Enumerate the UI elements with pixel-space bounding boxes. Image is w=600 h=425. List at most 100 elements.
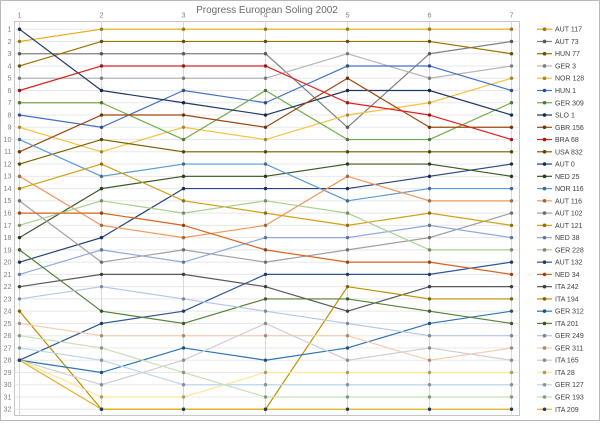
series-marker-ger-228 [345,211,350,215]
x-axis-tick-label: 2 [100,11,104,20]
series-marker-ned-25 [345,162,350,166]
series-marker-ned-38 [99,248,104,252]
series-marker-aut-73 [17,52,22,56]
series-marker-ger-311 [17,321,22,326]
series-marker-aut-116 [181,235,186,240]
legend-item-label: GER 309 [555,100,584,107]
legend-marker [542,150,547,154]
legend-marker [542,297,547,301]
y-axis-tick-label: 11 [4,147,11,156]
series-marker-ger-228 [181,211,186,215]
series-marker-aut-0 [181,186,186,191]
series-marker-ita-209 [345,407,350,411]
series-marker-ger-249 [181,297,186,301]
series-marker-gbr-156 [99,113,104,117]
series-marker-ned-38 [263,235,268,240]
legend-marker [542,88,547,93]
legend-item-label: GER 193 [555,395,584,402]
series-marker-ita-194 [345,284,350,289]
series-marker-ned-34 [509,272,514,277]
legend-item-label: GBR 156 [555,125,584,132]
y-axis-tick-label: 1 [8,25,12,34]
y-axis-tick-label: 32 [4,405,12,414]
x-axis-tick-label: 6 [428,11,432,20]
y-axis-tick-label: 28 [4,356,12,365]
series-marker-nor-128 [509,76,514,80]
series-marker-aut-117 [345,27,350,31]
series-marker-aut-121 [17,186,22,191]
series-marker-gbr-156 [345,76,350,80]
series-marker-ger-228 [17,223,22,228]
series-marker-aut-117 [181,27,186,31]
series-marker-hun-77 [263,39,268,44]
y-axis-tick-label: 19 [4,245,12,254]
x-axis-tick-label: 7 [510,11,514,20]
legend-item-label: GER 249 [555,333,584,340]
series-marker-gbr-156 [427,125,432,129]
legend-marker [542,211,547,215]
legend-item-label: USA 832 [555,149,583,156]
series-marker-aut-117 [99,27,104,31]
series-marker-ita-165 [345,358,350,362]
series-marker-ger-311 [99,334,104,338]
series-marker-usa-832 [181,150,186,154]
series-marker-aut-132 [181,309,186,313]
series-marker-ger-312 [427,321,432,326]
series-marker-aut-132 [345,272,350,277]
legend-item-label: GER 228 [555,247,584,254]
series-marker-ned-38 [17,272,22,277]
series-marker-ita-194 [509,297,514,301]
series-marker-ger-311 [181,334,186,338]
series-marker-ger-312 [345,346,350,350]
y-axis-tick-label: 17 [4,221,12,230]
y-axis-tick-label: 2 [8,37,12,46]
series-marker-ger-127 [263,383,268,387]
series-marker-ger-249 [99,284,104,289]
series-marker-bra-68 [99,64,104,68]
series-marker-ita-165 [427,346,432,350]
series-marker-ger-3 [427,76,432,80]
series-marker-ita-209 [99,407,104,411]
legend-marker [542,27,547,32]
series-marker-hun-77 [17,64,22,68]
legend-marker [542,76,547,81]
series-marker-ita-209 [509,407,514,411]
legend-marker [542,100,547,105]
series-marker-nor-116 [99,174,104,179]
legend-marker [542,358,547,363]
legend-item-label: ITA 242 [555,284,579,291]
series-marker-ger-249 [345,321,350,326]
series-marker-aut-73 [263,52,268,56]
y-axis-tick-label: 30 [4,380,12,389]
legend-marker [542,64,547,68]
series-marker-hun-77 [181,39,186,44]
series-marker-ita-165 [181,358,186,362]
y-axis-tick-label: 24 [4,307,12,316]
series-marker-aut-117 [17,39,22,44]
series-marker-aut-102 [427,235,432,240]
series-marker-ned-25 [99,186,104,191]
series-marker-aut-73 [509,39,514,44]
legend-marker [542,199,547,203]
x-axis-tick-label: 5 [346,11,350,20]
y-axis-tick-label: 14 [4,184,12,193]
y-axis-tick-label: 27 [4,343,12,352]
series-marker-slo-1 [263,113,268,117]
series-marker-ger-3 [345,52,350,56]
legend-item-label: NED 34 [555,272,580,279]
series-marker-ger-309 [263,88,268,93]
series-marker-ita-201 [17,248,22,252]
series-marker-aut-116 [263,223,268,228]
series-marker-ger-249 [427,334,432,338]
series-marker-ger-249 [509,334,514,338]
legend-marker [542,370,547,375]
series-marker-ger-193 [427,395,432,399]
series-marker-ger-193 [17,334,22,338]
series-marker-ita-201 [345,297,350,301]
series-marker-slo-1 [345,88,350,93]
legend-item-label: GER 127 [555,382,584,389]
legend-item-label: HUN 77 [555,51,580,58]
y-axis-tick-label: 13 [4,172,12,181]
series-marker-bra-68 [345,101,350,105]
legend-item-label: NED 38 [555,235,580,242]
